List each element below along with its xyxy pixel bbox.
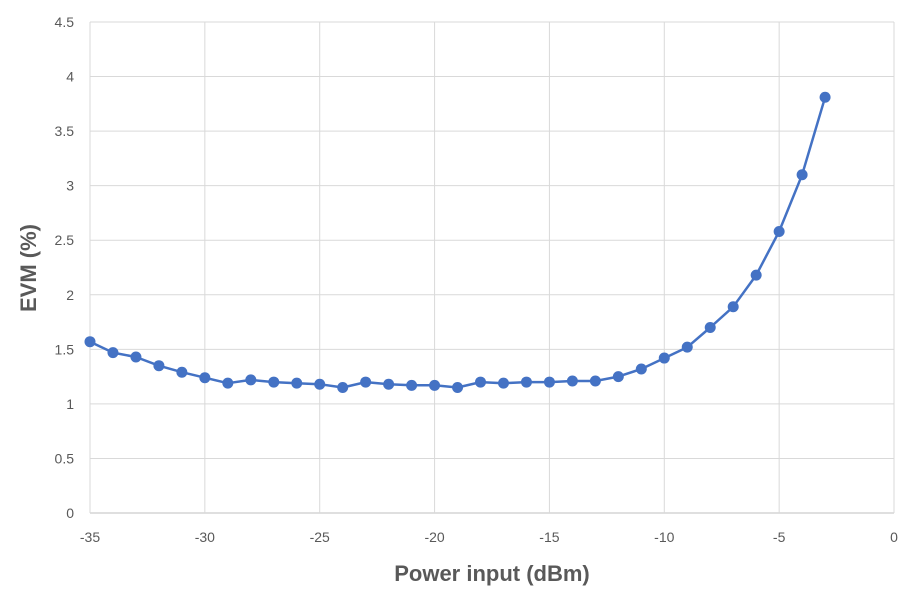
data-point	[245, 374, 257, 386]
x-tick-label: -20	[424, 529, 444, 545]
data-point	[773, 225, 785, 237]
data-point	[383, 378, 395, 390]
x-tick-label: -15	[539, 529, 559, 545]
data-point	[635, 363, 647, 375]
data-point	[819, 91, 831, 103]
y-tick-label: 0.5	[55, 450, 75, 466]
data-point	[612, 371, 624, 383]
y-tick-label: 0	[66, 505, 74, 521]
data-point	[750, 269, 762, 281]
data-point	[337, 382, 349, 394]
data-point	[727, 301, 739, 313]
data-point	[589, 375, 601, 387]
x-tick-label: -10	[654, 529, 674, 545]
x-tick-label: 0	[890, 529, 898, 545]
data-point	[704, 322, 716, 334]
y-tick-label: 4.5	[55, 14, 75, 30]
gridlines	[89, 21, 895, 514]
data-point	[406, 379, 418, 391]
y-tick-label: 2.5	[55, 232, 75, 248]
data-point	[222, 377, 234, 389]
data-point	[543, 376, 555, 388]
x-tick-label: -25	[310, 529, 330, 545]
y-axis-ticks: 0 0.5 1 1.5 2 2.5 3 3.5 4 4.5	[55, 14, 75, 521]
x-tick-label: -35	[80, 529, 100, 545]
y-tick-label: 2	[66, 287, 74, 303]
data-point	[199, 372, 211, 384]
data-point	[176, 366, 188, 378]
y-tick-label: 4	[66, 69, 74, 85]
data-point	[796, 169, 808, 181]
data-point	[681, 341, 693, 353]
series-layer	[84, 91, 831, 394]
data-point	[268, 376, 280, 388]
data-point	[429, 379, 441, 391]
y-tick-label: 3.5	[55, 123, 75, 139]
data-point	[84, 336, 96, 348]
y-tick-label: 1.5	[55, 341, 75, 357]
data-point	[314, 378, 326, 390]
data-point	[452, 382, 464, 394]
series-line	[89, 96, 827, 389]
y-tick-label: 1	[66, 396, 74, 412]
data-point	[107, 347, 119, 359]
data-point	[130, 351, 142, 363]
x-axis-title: Power input (dBm)	[394, 561, 590, 586]
data-point	[153, 360, 165, 372]
y-tick-label: 3	[66, 178, 74, 194]
y-axis-title: EVM (%)	[16, 224, 41, 312]
data-point	[566, 375, 578, 387]
data-point	[291, 377, 303, 389]
data-point	[497, 377, 509, 389]
data-point	[475, 376, 487, 388]
data-point	[520, 376, 532, 388]
x-tick-label: -30	[195, 529, 215, 545]
x-tick-label: -5	[773, 529, 786, 545]
data-point	[360, 376, 372, 388]
data-point	[658, 352, 670, 364]
x-axis-ticks: -35 -30 -25 -20 -15 -10 -5 0	[80, 529, 898, 545]
